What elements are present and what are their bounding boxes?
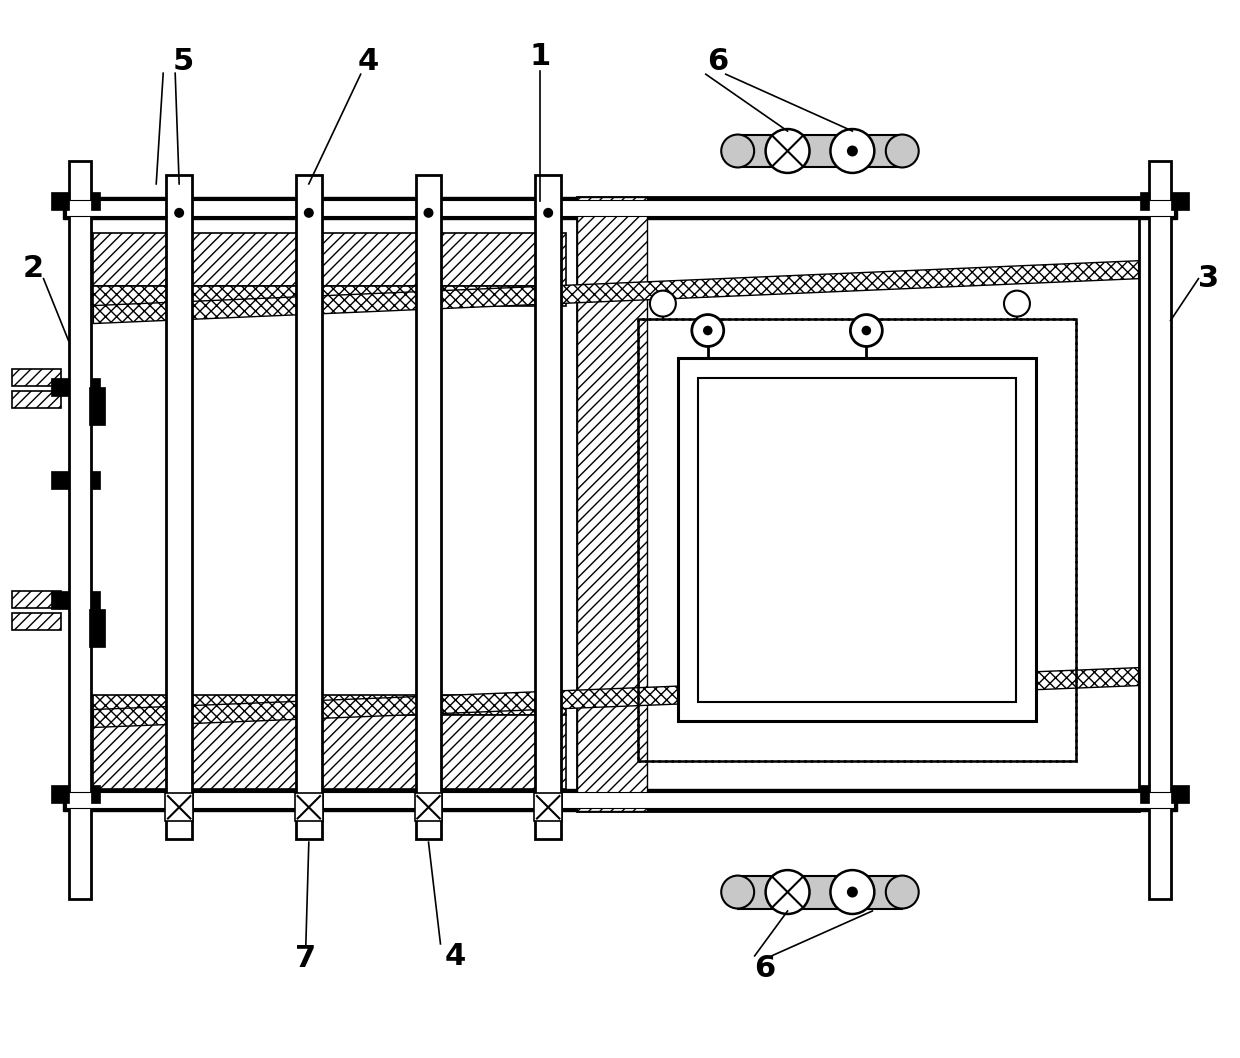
Circle shape xyxy=(765,129,810,172)
Bar xyxy=(11,369,62,386)
Text: 6: 6 xyxy=(754,954,775,983)
Bar xyxy=(92,590,100,608)
Bar xyxy=(738,134,903,167)
Bar xyxy=(637,318,1076,762)
Bar xyxy=(1148,161,1171,899)
Bar xyxy=(52,379,69,397)
Text: 4: 4 xyxy=(358,47,379,76)
Bar xyxy=(93,694,567,714)
Bar xyxy=(92,785,100,803)
Bar xyxy=(93,233,567,286)
Circle shape xyxy=(304,207,314,218)
Bar xyxy=(738,876,903,909)
Bar xyxy=(577,197,647,811)
Bar xyxy=(295,794,322,821)
Bar xyxy=(89,387,105,425)
Bar xyxy=(92,471,100,489)
Circle shape xyxy=(543,207,553,218)
Bar xyxy=(93,286,567,306)
Bar xyxy=(63,789,1177,811)
Text: 2: 2 xyxy=(24,254,45,284)
Text: 3: 3 xyxy=(1198,264,1219,293)
Circle shape xyxy=(831,129,874,172)
Circle shape xyxy=(831,870,874,914)
Bar xyxy=(166,175,192,839)
Circle shape xyxy=(424,207,434,218)
Bar xyxy=(92,379,100,397)
Bar xyxy=(534,794,562,821)
Bar xyxy=(415,175,441,839)
Circle shape xyxy=(703,326,713,335)
Text: 1: 1 xyxy=(529,41,551,71)
Bar xyxy=(52,471,69,489)
Circle shape xyxy=(885,134,919,167)
Bar xyxy=(67,200,1173,216)
Polygon shape xyxy=(93,668,1138,728)
Bar xyxy=(89,608,105,646)
Text: 6: 6 xyxy=(707,47,728,76)
Bar xyxy=(577,197,1138,811)
Bar xyxy=(296,175,322,839)
Circle shape xyxy=(885,876,919,909)
Bar xyxy=(11,613,62,630)
Bar xyxy=(63,197,1177,219)
Bar xyxy=(637,318,1076,762)
Bar xyxy=(1140,785,1148,803)
Bar xyxy=(165,794,193,821)
Bar xyxy=(1171,191,1188,209)
Bar xyxy=(536,175,562,839)
Bar xyxy=(52,785,69,803)
Bar xyxy=(93,714,567,789)
Bar xyxy=(678,359,1035,722)
Circle shape xyxy=(722,134,754,167)
Bar xyxy=(1171,785,1188,803)
Circle shape xyxy=(174,207,185,218)
Circle shape xyxy=(650,291,676,316)
Circle shape xyxy=(851,314,883,346)
Circle shape xyxy=(847,146,858,157)
Circle shape xyxy=(1004,291,1030,316)
Bar xyxy=(1140,191,1148,209)
Text: 7: 7 xyxy=(295,945,316,973)
Bar xyxy=(52,590,69,608)
Bar xyxy=(11,391,62,408)
Bar xyxy=(92,191,100,209)
Bar xyxy=(52,191,69,209)
Bar xyxy=(11,590,62,607)
Bar xyxy=(67,792,1173,808)
Bar xyxy=(414,794,443,821)
Circle shape xyxy=(765,870,810,914)
Text: 4: 4 xyxy=(445,943,466,971)
Text: 5: 5 xyxy=(172,47,193,76)
Bar xyxy=(69,161,92,899)
Circle shape xyxy=(862,326,872,335)
Circle shape xyxy=(847,887,858,897)
Bar xyxy=(698,379,1016,701)
Polygon shape xyxy=(93,260,1138,324)
Circle shape xyxy=(692,314,724,346)
Circle shape xyxy=(722,876,754,909)
